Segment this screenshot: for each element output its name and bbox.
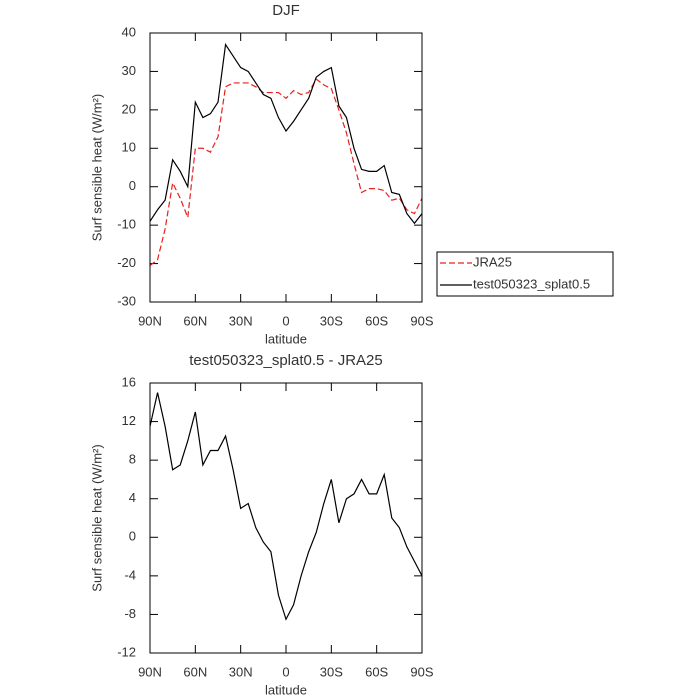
y-tick-label: -10: [117, 217, 136, 232]
x-tick-label: 30N: [229, 664, 253, 679]
x-tick-label: 0: [282, 313, 289, 328]
y-tick-label: 12: [122, 413, 136, 428]
legend-label: JRA25: [473, 254, 512, 269]
y-tick-label: 8: [129, 452, 136, 467]
x-tick-label: 90S: [410, 313, 433, 328]
data-line: [149, 78, 423, 266]
data-line: [149, 42, 423, 225]
x-tick-label: 30N: [229, 313, 253, 328]
x-tick-label: 60S: [365, 664, 388, 679]
y-tick-label: -4: [124, 567, 136, 582]
chart-title: DJF: [272, 2, 300, 19]
legend-box: [436, 251, 614, 297]
y-axis-label: Surf sensible heat (W/m²): [89, 444, 104, 591]
y-tick-label: 10: [122, 140, 136, 155]
x-axis-label: latitude: [265, 682, 307, 697]
x-tick-label: 90N: [138, 313, 162, 328]
y-tick-label: 20: [122, 101, 136, 116]
y-tick-label: -12: [117, 644, 136, 659]
y-tick-label: 30: [122, 63, 136, 78]
plot-frame: [149, 32, 423, 303]
y-axis-label: Surf sensible heat (W/m²): [89, 94, 104, 241]
y-tick-label: 0: [129, 529, 136, 544]
x-tick-label: 90N: [138, 664, 162, 679]
data-line: [149, 392, 423, 621]
y-tick-label: 0: [129, 178, 136, 193]
y-tick-label: -20: [117, 255, 136, 270]
y-tick-label: 40: [122, 24, 136, 39]
y-tick-label: 4: [129, 490, 136, 505]
x-tick-label: 30S: [320, 313, 343, 328]
chart-title: test050323_splat0.5 - JRA25: [189, 352, 382, 369]
x-tick-label: 30S: [320, 664, 343, 679]
plot-frame: [149, 382, 423, 654]
x-tick-label: 60N: [183, 313, 207, 328]
y-tick-label: 16: [122, 374, 136, 389]
y-tick-label: -30: [117, 293, 136, 308]
x-tick-label: 60S: [365, 313, 388, 328]
x-tick-label: 0: [282, 664, 289, 679]
x-tick-label: 90S: [410, 664, 433, 679]
y-tick-label: -8: [124, 606, 136, 621]
x-axis-label: latitude: [265, 331, 307, 346]
x-tick-label: 60N: [183, 664, 207, 679]
legend-label: test050323_splat0.5: [473, 276, 590, 291]
